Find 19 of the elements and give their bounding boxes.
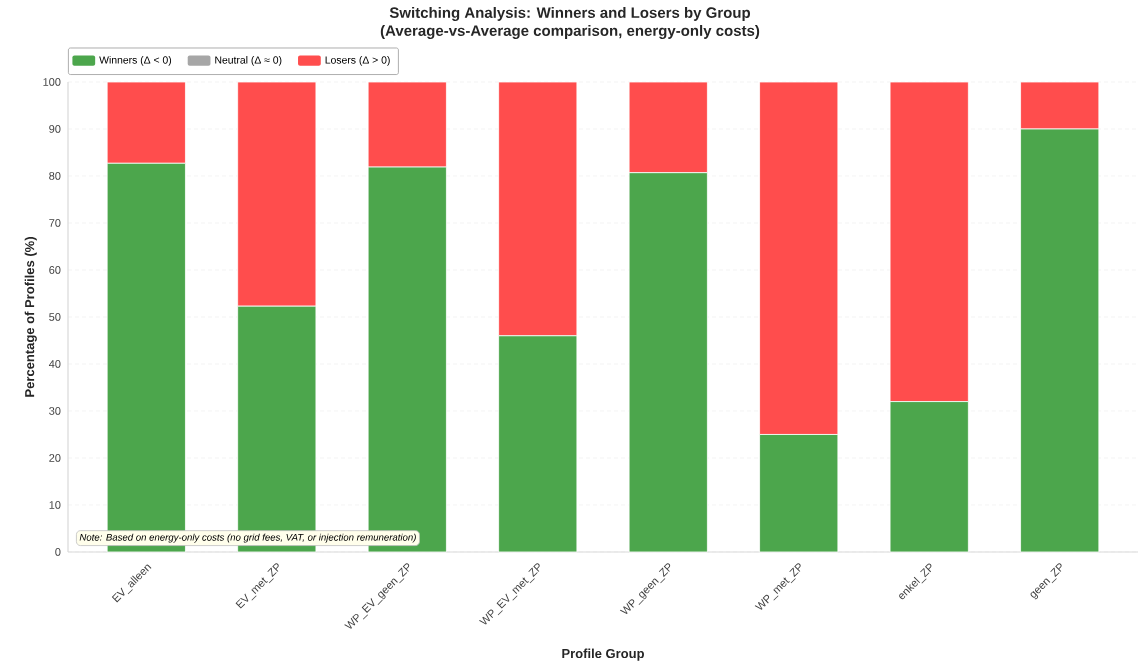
y-tick-label: 10: [49, 500, 61, 509]
y-axis-title: Percentage of Profiles (%): [24, 236, 37, 397]
y-tick-label: 70: [49, 218, 61, 227]
y-tick-label: 90: [49, 124, 61, 133]
y-tick-label: 80: [49, 171, 61, 180]
chart-subtitle: (Average-vs-Average comparison, energy-only costs): [380, 24, 760, 39]
legend-label: Neutral (Δ ≈ 0): [215, 55, 282, 66]
chart-title: Switching Analysis: Winners and Losers by Group: [389, 6, 751, 21]
annotation: Note: Based on energy-only costs (no grid fees, VAT, or injection remuneration): [79, 533, 416, 543]
y-tick-label: 40: [48, 359, 61, 368]
y-tick-label: 100: [43, 77, 61, 86]
y-tick-label: 0: [55, 547, 61, 556]
y-tick-label: 30: [49, 406, 61, 415]
y-tick-label: 60: [49, 265, 61, 274]
y-tick-label: 50: [49, 312, 61, 321]
legend-label: Losers (Δ > 0): [325, 55, 390, 66]
x-axis-title: Profile Group: [562, 648, 644, 661]
legend-label: Winners (Δ < 0): [99, 55, 172, 66]
y-tick-label: 20: [49, 453, 61, 462]
